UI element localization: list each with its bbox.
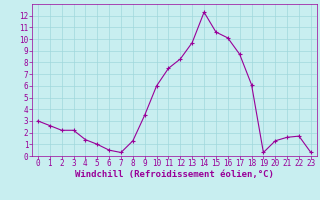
X-axis label: Windchill (Refroidissement éolien,°C): Windchill (Refroidissement éolien,°C) xyxy=(75,170,274,179)
